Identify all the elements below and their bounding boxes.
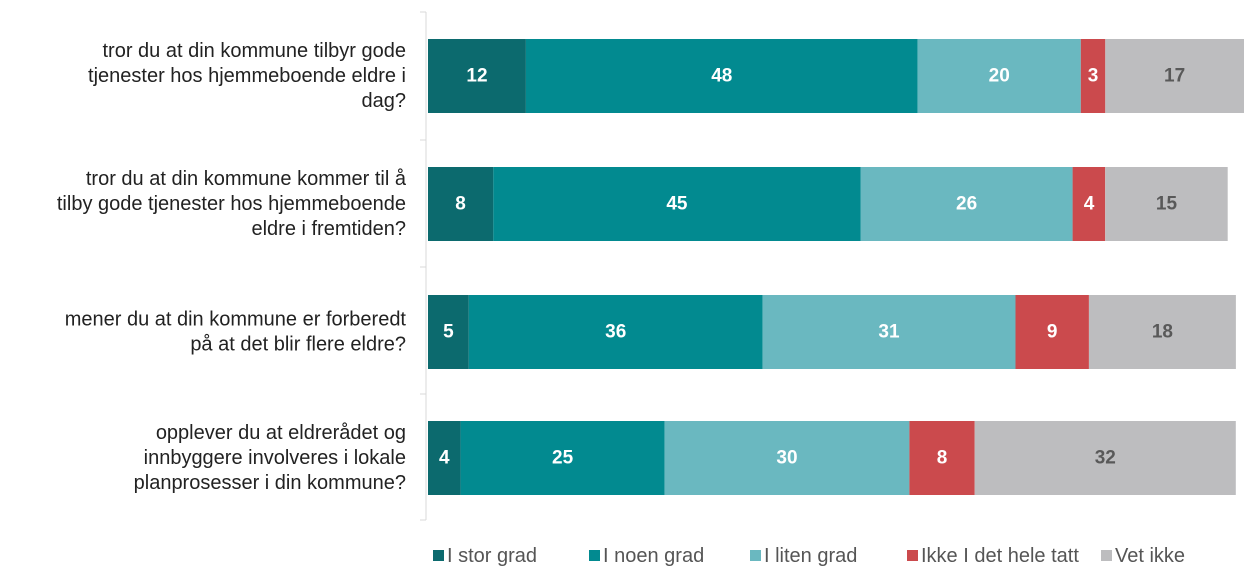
- bar-segment: [1105, 167, 1228, 241]
- data-label: 30: [776, 448, 797, 469]
- bar-segment: [460, 421, 665, 495]
- data-label: 15: [1156, 194, 1178, 215]
- category-label: innbyggere involveres i lokale: [144, 447, 406, 469]
- bar-segment: [762, 295, 1016, 369]
- legend-swatch: [433, 550, 444, 561]
- data-label: 12: [466, 66, 487, 87]
- bar-segment: [468, 295, 763, 369]
- bar-segment: [493, 167, 861, 241]
- data-label: 36: [605, 322, 626, 343]
- legend-swatch: [750, 550, 761, 561]
- bar-segment: [1089, 295, 1236, 369]
- bar-segment: [1080, 39, 1106, 113]
- legend-label: I stor grad: [447, 545, 537, 567]
- data-label: 17: [1164, 66, 1185, 87]
- category-label: tilby gode tjenester hos hjemmeboende: [57, 193, 406, 215]
- category-label: tror du at din kommune tilbyr gode: [103, 40, 407, 62]
- legend-label: I noen grad: [603, 545, 704, 567]
- category-label: dag?: [362, 90, 407, 112]
- bar-segment: [525, 39, 918, 113]
- data-label: 9: [1047, 322, 1058, 343]
- legend-label: Ikke I det hele tatt: [921, 545, 1079, 567]
- data-label: 48: [711, 66, 732, 87]
- category-axis: [420, 11, 427, 521]
- legend: I stor grad I noen grad I liten grad Ikke I…: [433, 545, 1185, 567]
- bar-segment: [664, 421, 910, 495]
- bar-segment: [917, 39, 1081, 113]
- data-label: 5: [443, 322, 454, 343]
- bar-segment: [428, 167, 494, 241]
- bar-segment: [1015, 295, 1089, 369]
- data-label: 4: [439, 448, 450, 469]
- category-labels: tror du at din kommune tilbyr gode tjenes…: [57, 40, 407, 494]
- category-label: mener du at din kommune er forberedt: [65, 309, 407, 331]
- data-label: 25: [552, 448, 574, 469]
- bar-segment: [1072, 167, 1106, 241]
- category-label: planprosesser i din kommune?: [134, 472, 406, 494]
- data-label: 8: [937, 448, 948, 469]
- bars: 12 48 20 3 17 8 45 26 4 15 5 36 31 9 18 4 25 30 8 32: [428, 39, 1244, 495]
- category-label: opplever du at eldrerådet og: [156, 422, 406, 444]
- data-label: 31: [878, 322, 900, 343]
- data-label: 4: [1084, 194, 1095, 215]
- category-label: eldre i fremtiden?: [251, 218, 406, 240]
- data-label: 3: [1088, 66, 1099, 87]
- legend-label: I liten grad: [764, 545, 857, 567]
- bar-segment: [428, 39, 526, 113]
- data-label: 18: [1152, 322, 1173, 343]
- bar-segment: [428, 421, 461, 495]
- category-label: tror du at din kommune kommer til å: [86, 168, 407, 190]
- category-label: tjenester hos hjemmeboende eldre i: [88, 65, 406, 87]
- category-label: på at det blir flere eldre?: [190, 334, 406, 356]
- legend-swatch: [589, 550, 600, 561]
- legend-label: Vet ikke: [1115, 545, 1185, 567]
- bar-segment: [1105, 39, 1244, 113]
- bar-segment: [909, 421, 975, 495]
- data-label: 26: [956, 194, 977, 215]
- data-label: 45: [666, 194, 688, 215]
- data-label: 8: [455, 194, 466, 215]
- bar-segment: [428, 295, 469, 369]
- data-label: 20: [989, 66, 1010, 87]
- legend-swatch: [1101, 550, 1112, 561]
- bar-segment: [860, 167, 1073, 241]
- data-label: 32: [1095, 448, 1116, 469]
- legend-swatch: [907, 550, 918, 561]
- bar-segment: [974, 421, 1236, 495]
